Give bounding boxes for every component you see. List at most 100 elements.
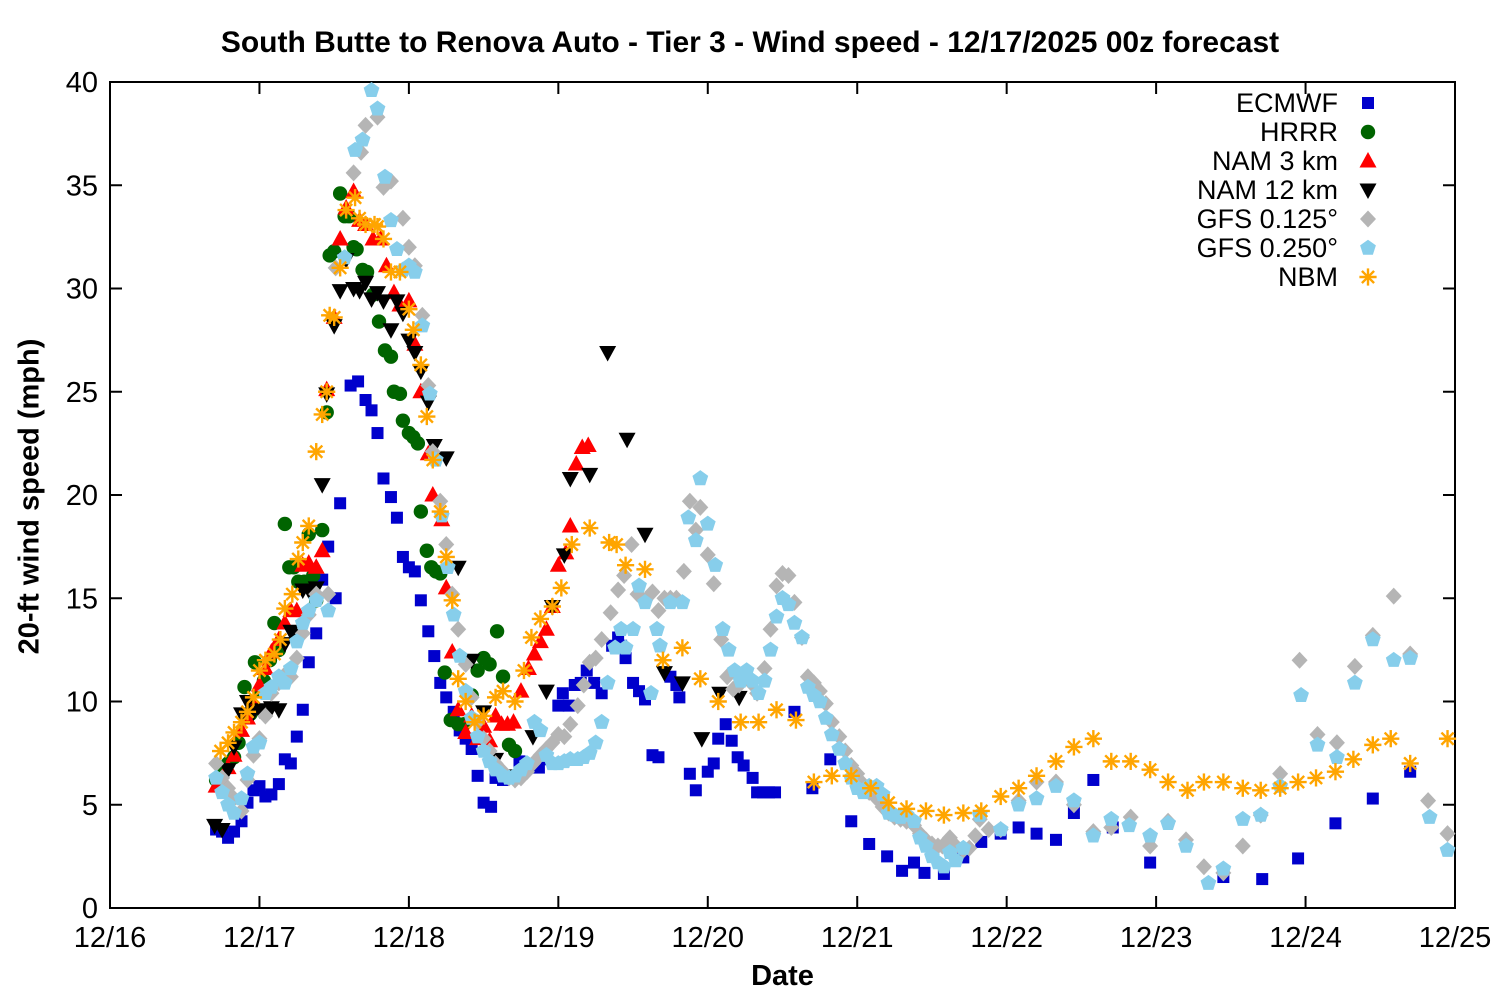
- data-point: [333, 260, 348, 275]
- data-point: [863, 781, 878, 796]
- data-point: [1328, 764, 1343, 779]
- x-tick-label: 12/25: [1419, 922, 1492, 954]
- data-point: [246, 690, 261, 705]
- data-point: [371, 427, 384, 440]
- data-point: [432, 492, 449, 510]
- data-point: [762, 620, 779, 638]
- data-point: [1085, 827, 1102, 843]
- legend-label: NAM 12 km: [1197, 175, 1338, 205]
- y-tick-label: 10: [66, 687, 98, 719]
- data-point: [794, 629, 810, 645]
- data-point: [1048, 777, 1064, 793]
- x-tick-label: 12/22: [970, 922, 1043, 954]
- data-point: [428, 650, 441, 663]
- data-point: [750, 684, 767, 700]
- data-point: [561, 471, 579, 488]
- data-point: [1200, 874, 1217, 890]
- data-point: [1439, 825, 1456, 843]
- data-point: [673, 691, 686, 704]
- data-point: [993, 789, 1008, 804]
- data-point: [569, 697, 586, 715]
- data-point: [307, 558, 325, 574]
- data-point: [588, 676, 601, 689]
- data-point: [1420, 792, 1437, 810]
- data-point: [1104, 754, 1119, 769]
- data-point: [1366, 792, 1379, 805]
- data-point: [693, 671, 708, 686]
- data-point: [228, 825, 241, 838]
- data-point: [602, 535, 617, 550]
- data-point: [507, 743, 523, 759]
- data-point: [738, 662, 755, 678]
- data-point: [395, 413, 411, 428]
- data-point: [313, 541, 331, 558]
- data-point: [593, 631, 610, 649]
- data-point: [1234, 837, 1251, 855]
- data-point: [707, 556, 724, 572]
- data-point: [208, 769, 224, 785]
- data-point: [531, 632, 549, 649]
- legend-label: GFS 0.250°: [1197, 233, 1338, 263]
- data-point: [602, 604, 619, 622]
- data-point: [352, 211, 367, 226]
- data-point: [359, 264, 375, 280]
- data-point: [1383, 731, 1398, 746]
- data-point: [1362, 97, 1374, 109]
- data-point: [291, 552, 306, 566]
- data-point: [1346, 752, 1361, 767]
- y-tick-label: 5: [82, 790, 98, 822]
- data-point: [1291, 775, 1306, 789]
- data-point: [1103, 810, 1120, 826]
- data-point: [288, 633, 305, 649]
- data-point: [1216, 775, 1231, 789]
- data-point: [233, 790, 250, 806]
- y-tick-label: 30: [66, 274, 98, 306]
- data-point: [413, 504, 429, 519]
- legend-label: NBM: [1278, 262, 1338, 292]
- data-point: [433, 504, 448, 519]
- data-point: [618, 432, 636, 449]
- data-point: [636, 527, 654, 544]
- data-point: [439, 550, 454, 564]
- data-point: [1028, 790, 1045, 806]
- data-point: [384, 491, 397, 504]
- data-point: [811, 693, 828, 709]
- data-point: [712, 732, 725, 745]
- data-point: [517, 663, 531, 678]
- data-point: [733, 715, 748, 730]
- data-point: [587, 649, 604, 667]
- y-tick-label: 15: [66, 583, 98, 615]
- data-point: [310, 627, 323, 640]
- data-point: [234, 715, 249, 730]
- data-point: [699, 546, 716, 564]
- data-point: [315, 407, 330, 422]
- data-point: [1144, 856, 1157, 869]
- y-tick-label: 40: [66, 67, 98, 99]
- data-point: [369, 286, 387, 302]
- data-point: [1329, 817, 1342, 830]
- data-point: [564, 537, 579, 552]
- data-point: [437, 665, 452, 680]
- data-point: [1142, 827, 1159, 843]
- data-point: [408, 565, 421, 578]
- data-point: [457, 682, 474, 698]
- data-point: [692, 498, 709, 516]
- data-point: [206, 818, 224, 835]
- data-point: [582, 521, 597, 535]
- data-point: [756, 659, 773, 677]
- data-point: [406, 263, 423, 279]
- data-point: [674, 594, 691, 610]
- data-point: [219, 763, 237, 779]
- data-point: [302, 656, 315, 669]
- data-point: [556, 728, 573, 746]
- data-point: [1360, 239, 1376, 255]
- data-point: [656, 653, 670, 668]
- data-point: [579, 436, 597, 452]
- data-point: [638, 562, 652, 577]
- data-point: [475, 717, 493, 733]
- data-point: [377, 168, 393, 184]
- data-point: [737, 759, 750, 772]
- x-tick-label: 12/18: [373, 922, 446, 954]
- data-point: [357, 116, 374, 134]
